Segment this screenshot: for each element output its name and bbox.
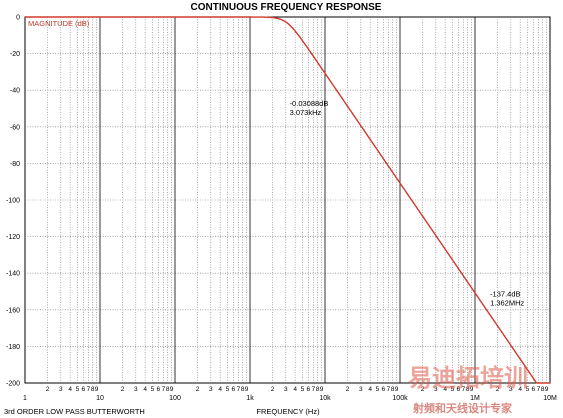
- x-axis-label: FREQUENCY (Hz): [256, 407, 320, 416]
- chart-title: CONTINUOUS FREQUENCY RESPONSE: [191, 2, 382, 13]
- x-minor-tick-label: 3: [359, 386, 363, 393]
- x-minor-tick-label: 3: [59, 386, 63, 393]
- x-minor-tick-label: 3: [284, 386, 288, 393]
- x-minor-tick-label: 6: [307, 386, 311, 393]
- watermark-subtitle: 射频和天线设计专家: [412, 401, 513, 415]
- annotation-line: 3.073kHz: [290, 108, 322, 117]
- x-minor-tick-label: 5: [301, 386, 305, 393]
- y-tick-label: -80: [10, 161, 20, 168]
- x-minor-tick-label: 2: [196, 386, 200, 393]
- y-tick-label: -60: [10, 124, 20, 131]
- x-tick-label: 100: [169, 395, 181, 402]
- x-tick-label: 100k: [392, 395, 408, 402]
- footer-left-label: 3rd ORDER LOW PASS BUTTERWORTH: [4, 407, 145, 416]
- x-minor-tick-label: 5: [151, 386, 155, 393]
- x-minor-tick-label: 8: [541, 386, 545, 393]
- x-minor-tick-label: 8: [391, 386, 395, 393]
- y-axis-label: MAGNITUDE (dB): [28, 19, 90, 28]
- x-tick-label: 1k: [246, 395, 254, 402]
- x-minor-tick-label: 8: [466, 386, 470, 393]
- x-minor-tick-label: 4: [218, 386, 222, 393]
- y-tick-label: -200: [6, 381, 20, 388]
- y-tick-label: -100: [6, 198, 20, 205]
- x-minor-tick-label: 5: [76, 386, 80, 393]
- x-minor-tick-label: 4: [68, 386, 72, 393]
- x-minor-tick-label: 6: [82, 386, 86, 393]
- x-minor-tick-label: 3: [509, 386, 513, 393]
- x-minor-tick-label: 9: [470, 386, 474, 393]
- x-tick-label: 10k: [319, 395, 331, 402]
- x-minor-tick-label: 5: [226, 386, 230, 393]
- x-minor-tick-label: 9: [545, 386, 549, 393]
- y-tick-label: -20: [10, 51, 20, 58]
- x-minor-tick-label: 7: [387, 386, 391, 393]
- annotation-line: -137.4dB: [490, 289, 520, 298]
- x-minor-tick-label: 3: [434, 386, 438, 393]
- x-minor-tick-label: 7: [87, 386, 91, 393]
- x-minor-tick-label: 2: [271, 386, 275, 393]
- y-tick-label: -140: [6, 271, 20, 278]
- y-tick-labels: 0 -20 -40 -60 -80 -100 -120 -140 -160 -180 -200: [6, 15, 20, 388]
- x-minor-tick-label: 8: [166, 386, 170, 393]
- x-tick-label: 1: [23, 395, 27, 402]
- x-minor-tick-label: 4: [368, 386, 372, 393]
- x-minor-tick-label: 7: [312, 386, 316, 393]
- x-tick-label: 10M: [543, 395, 557, 402]
- y-tick-label: -40: [10, 88, 20, 95]
- x-minor-tick-label: 2: [346, 386, 350, 393]
- annotations: -0.03088dB 3.073kHz -137.4dB 1.362MHz: [290, 99, 525, 307]
- x-minor-tick-label: 2: [496, 386, 500, 393]
- x-minor-tick-label: 9: [95, 386, 99, 393]
- x-minor-tick-label: 7: [537, 386, 541, 393]
- annotation-label: -0.03088dB 3.073kHz: [290, 99, 329, 117]
- x-minor-tick-label: 4: [293, 386, 297, 393]
- x-minor-tick-label: 5: [526, 386, 530, 393]
- x-tick-label: 10: [96, 395, 104, 402]
- x-minor-tick-label: 6: [457, 386, 461, 393]
- x-minor-tick-label: 9: [170, 386, 174, 393]
- y-tick-label: -160: [6, 307, 20, 314]
- x-minor-tick-label: 8: [241, 386, 245, 393]
- x-minor-tick-label: 6: [532, 386, 536, 393]
- x-minor-tick-label: 8: [316, 386, 320, 393]
- x-minor-tick-label: 5: [376, 386, 380, 393]
- x-minor-tick-label: 7: [462, 386, 466, 393]
- annotation-line: 1.362MHz: [490, 298, 524, 307]
- x-minor-tick-label: 6: [157, 386, 161, 393]
- x-minor-tick-label: 4: [518, 386, 522, 393]
- x-minor-tick-label: 3: [134, 386, 138, 393]
- x-minor-tick-label: 2: [46, 386, 50, 393]
- x-minor-tick-label: 2: [421, 386, 425, 393]
- x-minor-tick-label: 7: [237, 386, 241, 393]
- x-minor-tick-label: 4: [143, 386, 147, 393]
- watermark-logo-text: 易迪拓培训: [408, 364, 528, 392]
- x-minor-tick-label: 6: [382, 386, 386, 393]
- x-minor-tick-label: 2: [121, 386, 125, 393]
- x-minor-tick-label: 5: [451, 386, 455, 393]
- grid: [25, 17, 550, 383]
- x-minor-tick-label: 9: [395, 386, 399, 393]
- annotation-line: -0.03088dB: [290, 99, 329, 108]
- x-tick-label: 1M: [470, 395, 480, 402]
- x-minor-tick-label: 9: [320, 386, 324, 393]
- x-minor-tick-label: 7: [162, 386, 166, 393]
- x-minor-tick-label: 4: [443, 386, 447, 393]
- x-minor-tick-label: 8: [91, 386, 95, 393]
- x-minor-tick-label: 9: [245, 386, 249, 393]
- x-minor-tick-label: 3: [209, 386, 213, 393]
- y-tick-label: -180: [6, 344, 20, 351]
- x-minor-tick-label: 6: [232, 386, 236, 393]
- series-line: [25, 16, 550, 384]
- y-tick-label: 0: [16, 15, 20, 22]
- y-tick-label: -120: [6, 234, 20, 241]
- annotation-label: -137.4dB 1.362MHz: [490, 289, 524, 307]
